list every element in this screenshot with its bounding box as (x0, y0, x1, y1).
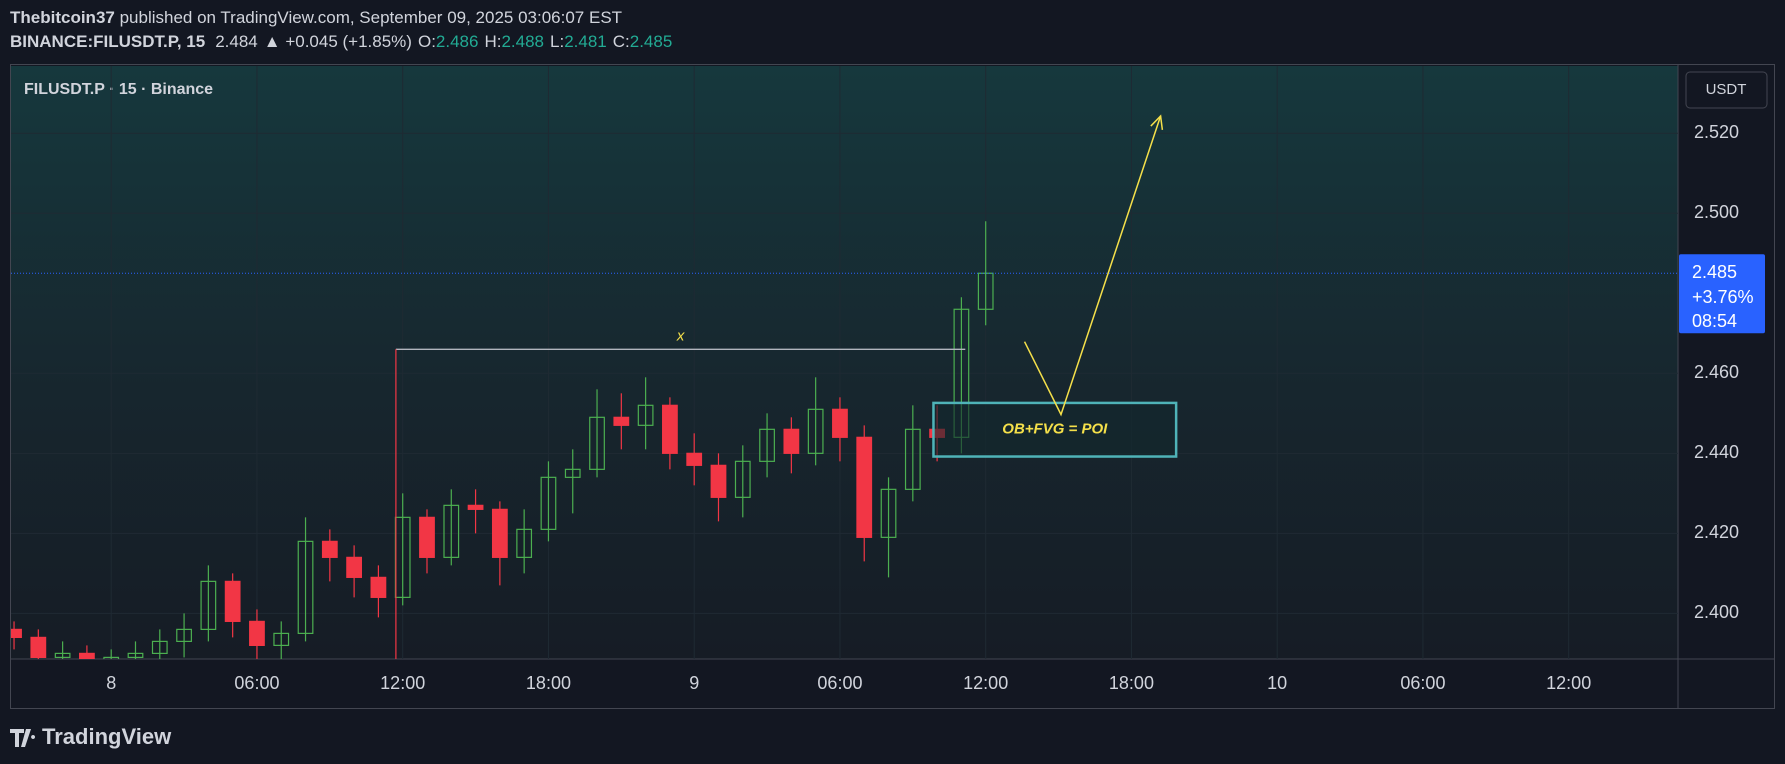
candle-body (589, 416, 605, 470)
candle-body (880, 488, 897, 538)
candle-body (103, 656, 120, 659)
x-tick-label: 12:00 (963, 673, 1008, 693)
candle-body (856, 436, 873, 538)
author: Thebitcoin37 (10, 8, 115, 27)
y-tick-label: 2.500 (1694, 202, 1739, 222)
pane-title: FILUSDT.P · 15 · Binance (24, 81, 213, 98)
candle-body (662, 404, 678, 454)
x-tick-label: 12:00 (1546, 673, 1591, 693)
candle-body (783, 428, 800, 454)
candle-body (637, 404, 654, 426)
currency: USDT (1706, 81, 1747, 98)
candle-body (710, 464, 727, 498)
published: published on TradingView.com, September … (115, 8, 622, 27)
candle-body (807, 408, 824, 454)
candle-body (977, 272, 994, 310)
candle-body (904, 428, 921, 490)
y-tick-label: 2.460 (1694, 362, 1739, 382)
candle-body (224, 580, 241, 622)
y-tick-label: 2.440 (1694, 442, 1739, 462)
logo (10, 729, 36, 747)
candle-body (540, 476, 557, 530)
header-line: BINANCE:FILUSDT.P, 15 2.484 ▲ +0.045 (+1.8… (10, 32, 672, 51)
header-line: Thebitcoin37 published on TradingView.co… (10, 8, 622, 27)
candle-body (321, 540, 338, 558)
candle-body (370, 576, 387, 598)
arrow-head (1150, 114, 1164, 130)
candle-body (516, 528, 533, 558)
candle-body (443, 504, 460, 558)
candle-body (30, 636, 47, 658)
pane-background (11, 66, 1678, 659)
poi-label: OB+FVG = POI (1002, 421, 1108, 438)
candle-body (346, 556, 363, 578)
x-tick-label: 10 (1267, 673, 1287, 693)
ohlc-value: 2.481 (564, 32, 607, 51)
candle-body (11, 628, 22, 638)
x-tick-label: 8 (106, 673, 116, 693)
candle-body (613, 416, 630, 426)
candle-body (151, 640, 168, 654)
candle-body (734, 460, 751, 498)
ohlc-label: L: (550, 32, 564, 51)
candle-body (200, 580, 217, 630)
ohlc-value: 2.488 (501, 32, 544, 51)
candle-body (273, 632, 290, 646)
candle-body (832, 408, 848, 438)
symbol: BINANCE:FILUSDT.P, 15 (10, 32, 205, 51)
y-tick-label: 2.400 (1694, 602, 1739, 622)
last-change: +3.76% (1692, 287, 1754, 307)
candle-body (491, 508, 508, 558)
ohlc-label: H: (484, 32, 501, 51)
candle-body (249, 620, 265, 646)
last-price: 2.485 (1692, 262, 1737, 282)
change: ▲ +0.045 (+1.85%) (264, 32, 412, 51)
candle-body (297, 540, 314, 634)
candle-body (419, 516, 435, 558)
candle-body (127, 652, 144, 658)
ohlc-value: 2.486 (436, 32, 479, 51)
x-tick-label: 06:00 (817, 673, 862, 693)
x-tick-label: 18:00 (1109, 673, 1154, 693)
candle-body (686, 452, 703, 466)
countdown: 08:54 (1692, 311, 1737, 331)
last: 2.484 (215, 32, 258, 51)
x-tick-label: 06:00 (1400, 673, 1445, 693)
candle-body (467, 504, 484, 510)
x-tick-label: 9 (689, 673, 699, 693)
poi-box (932, 401, 1178, 458)
projection-arrow (1023, 115, 1162, 417)
candle-body (54, 652, 71, 658)
y-tick-label: 2.420 (1694, 522, 1739, 542)
price-badge (1679, 254, 1765, 334)
candle-body (79, 652, 95, 659)
plot: x OB+FVG = POI (11, 66, 1678, 659)
level-label: x (676, 327, 685, 344)
x-tick-label: 18:00 (526, 673, 571, 693)
x-tick-label: 12:00 (380, 673, 425, 693)
ohlc-label: O: (418, 32, 436, 51)
candle-body (176, 628, 192, 642)
x-tick-label: 06:00 (234, 673, 279, 693)
footer: TradingView (10, 724, 172, 749)
ohlc-value: 2.485 (630, 32, 673, 51)
candle-body (564, 468, 581, 478)
candle-body (759, 428, 775, 462)
currency-box (1685, 71, 1768, 109)
brand: TradingView (42, 724, 172, 749)
y-tick-label: 2.520 (1694, 122, 1739, 142)
frame (10, 64, 1775, 709)
ohlc-label: C: (613, 32, 630, 51)
